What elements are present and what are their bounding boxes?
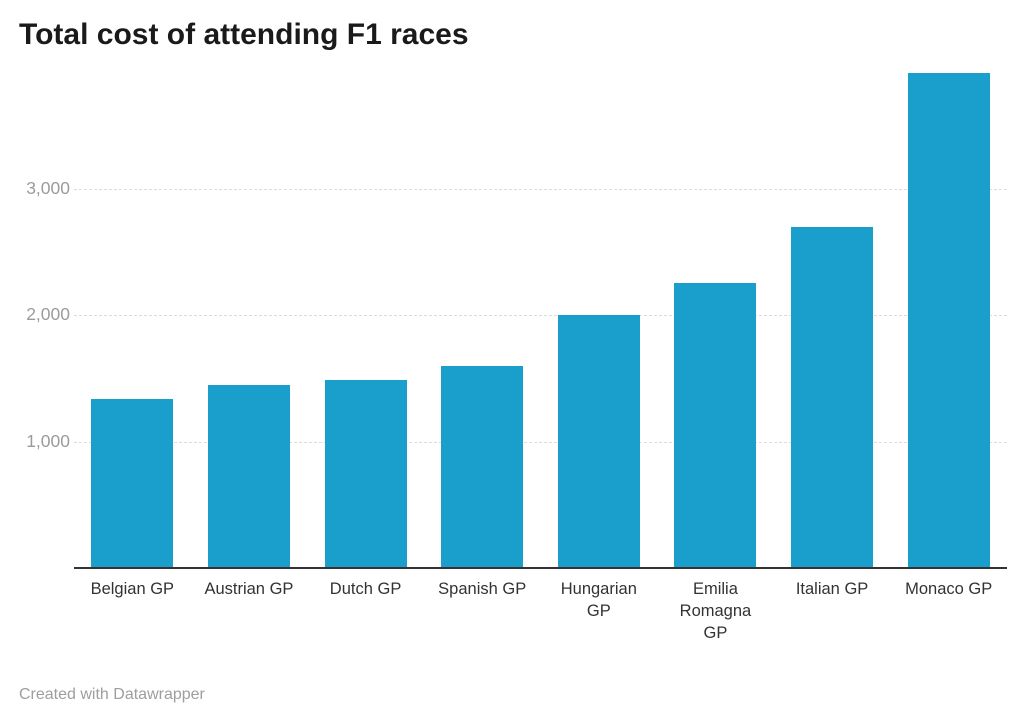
bar-emilia-romagna-gp <box>674 282 757 568</box>
bar-monaco-gp <box>907 72 990 568</box>
x-tick-label-monaco-gp: Monaco GP <box>905 580 993 598</box>
bar-dutch-gp <box>324 379 407 568</box>
bar-spanish-gp <box>441 365 524 568</box>
y-tick-label-1000: 1,000 <box>26 430 70 451</box>
x-tick-label-dutch-gp: Dutch GP <box>329 580 402 598</box>
bar-belgian-gp <box>91 398 174 568</box>
x-axis-line <box>74 567 1007 569</box>
y-tick-label-2000: 2,000 <box>26 304 70 325</box>
x-tick-label-emilia-romagna-gp: Emilia Romagna GP <box>679 580 752 642</box>
chart-title: Total cost of attending F1 races <box>19 18 469 51</box>
bar-austrian-gp <box>207 384 290 568</box>
x-tick-label-belgian-gp: Belgian GP <box>90 580 175 598</box>
x-tick-label-hungarian-gp: Hungarian GP <box>560 580 637 620</box>
bar-italian-gp <box>791 226 874 568</box>
datawrapper-attribution-link[interactable]: Created with Datawrapper <box>19 686 205 703</box>
y-tick-label-3000: 3,000 <box>26 178 70 199</box>
x-tick-label-italian-gp: Italian GP <box>795 580 869 598</box>
x-tick-label-spanish-gp: Spanish GP <box>438 580 527 598</box>
gridline-2000 <box>74 315 1007 317</box>
x-tick-label-austrian-gp: Austrian GP <box>204 580 294 598</box>
gridline-3000 <box>74 189 1007 191</box>
gridline-1000 <box>74 441 1007 443</box>
bar-hungarian-gp <box>557 315 640 568</box>
